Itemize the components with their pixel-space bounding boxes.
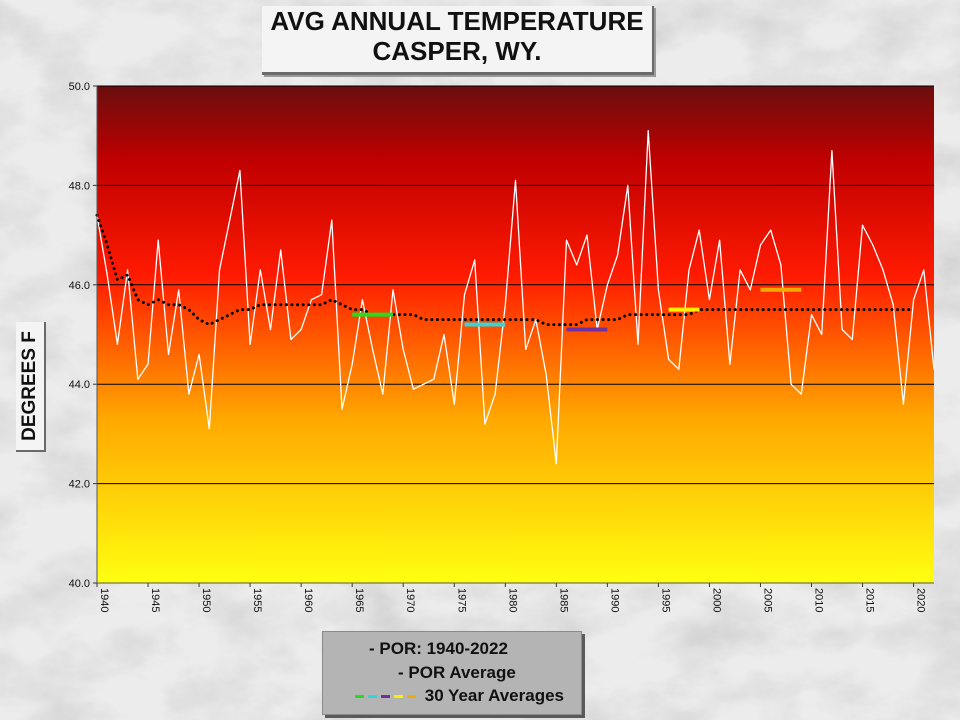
- x-tick-label: 1995: [659, 588, 671, 612]
- x-tick-label: 1985: [557, 588, 569, 612]
- legend-swatch-30yr: [355, 686, 420, 705]
- y-tick-label: 42.0: [69, 479, 90, 491]
- y-tick-label: 44.0: [69, 379, 90, 391]
- chart-title-box: AVG ANNUAL TEMPERATURE CASPER, WY.: [262, 6, 654, 75]
- x-tick-label: 1940: [98, 588, 110, 612]
- legend-dash-1: [368, 695, 377, 699]
- x-tick-label: 1950: [200, 588, 212, 612]
- legend-label-30yr: 30 Year Averages: [424, 686, 564, 705]
- legend-dash-3: [394, 695, 403, 699]
- x-tick-label: 1945: [149, 588, 161, 612]
- legend-label-por-average: - POR Average: [398, 663, 516, 682]
- legend-label-por: - POR: 1940-2022: [369, 639, 508, 658]
- x-tick-label: 2000: [710, 588, 722, 612]
- y-tick-label: 48.0: [69, 180, 90, 192]
- legend-item-por-average: - POR Average: [398, 663, 516, 683]
- x-tick-label: 1960: [302, 588, 314, 612]
- legend: - POR: 1940-2022 - POR Average 30 Year A…: [322, 631, 582, 715]
- x-tick-label: 1980: [506, 588, 518, 612]
- legend-dash-0: [355, 695, 364, 699]
- x-tick-label: 1955: [251, 588, 263, 612]
- plot-area: [97, 86, 934, 583]
- x-tick-label: 1975: [455, 588, 467, 612]
- legend-dash-4: [407, 695, 416, 699]
- x-tick-label: 1990: [608, 588, 620, 612]
- x-tick-label: 2010: [813, 588, 825, 612]
- chart-title-line1: AVG ANNUAL TEMPERATURE: [270, 6, 644, 36]
- x-tick-label: 1965: [353, 588, 365, 612]
- y-tick-label: 46.0: [69, 280, 90, 292]
- x-tick-label: 2020: [915, 588, 927, 612]
- legend-item-por: - POR: 1940-2022: [369, 639, 508, 659]
- x-tick-label: 1970: [404, 588, 416, 612]
- por-annual-line: [96, 130, 935, 465]
- y-axis-title-box: DEGREES F: [16, 322, 46, 452]
- x-tick-label: 2005: [761, 588, 773, 612]
- y-tick-label: 40.0: [69, 578, 90, 590]
- y-tick-label: 50.0: [69, 81, 90, 93]
- legend-dash-2: [381, 695, 390, 699]
- por-average-line: [95, 213, 916, 327]
- chart-title-line2: CASPER, WY.: [372, 36, 542, 66]
- x-tick-label: 2015: [864, 588, 876, 612]
- legend-item-30yr: 30 Year Averages: [355, 686, 564, 706]
